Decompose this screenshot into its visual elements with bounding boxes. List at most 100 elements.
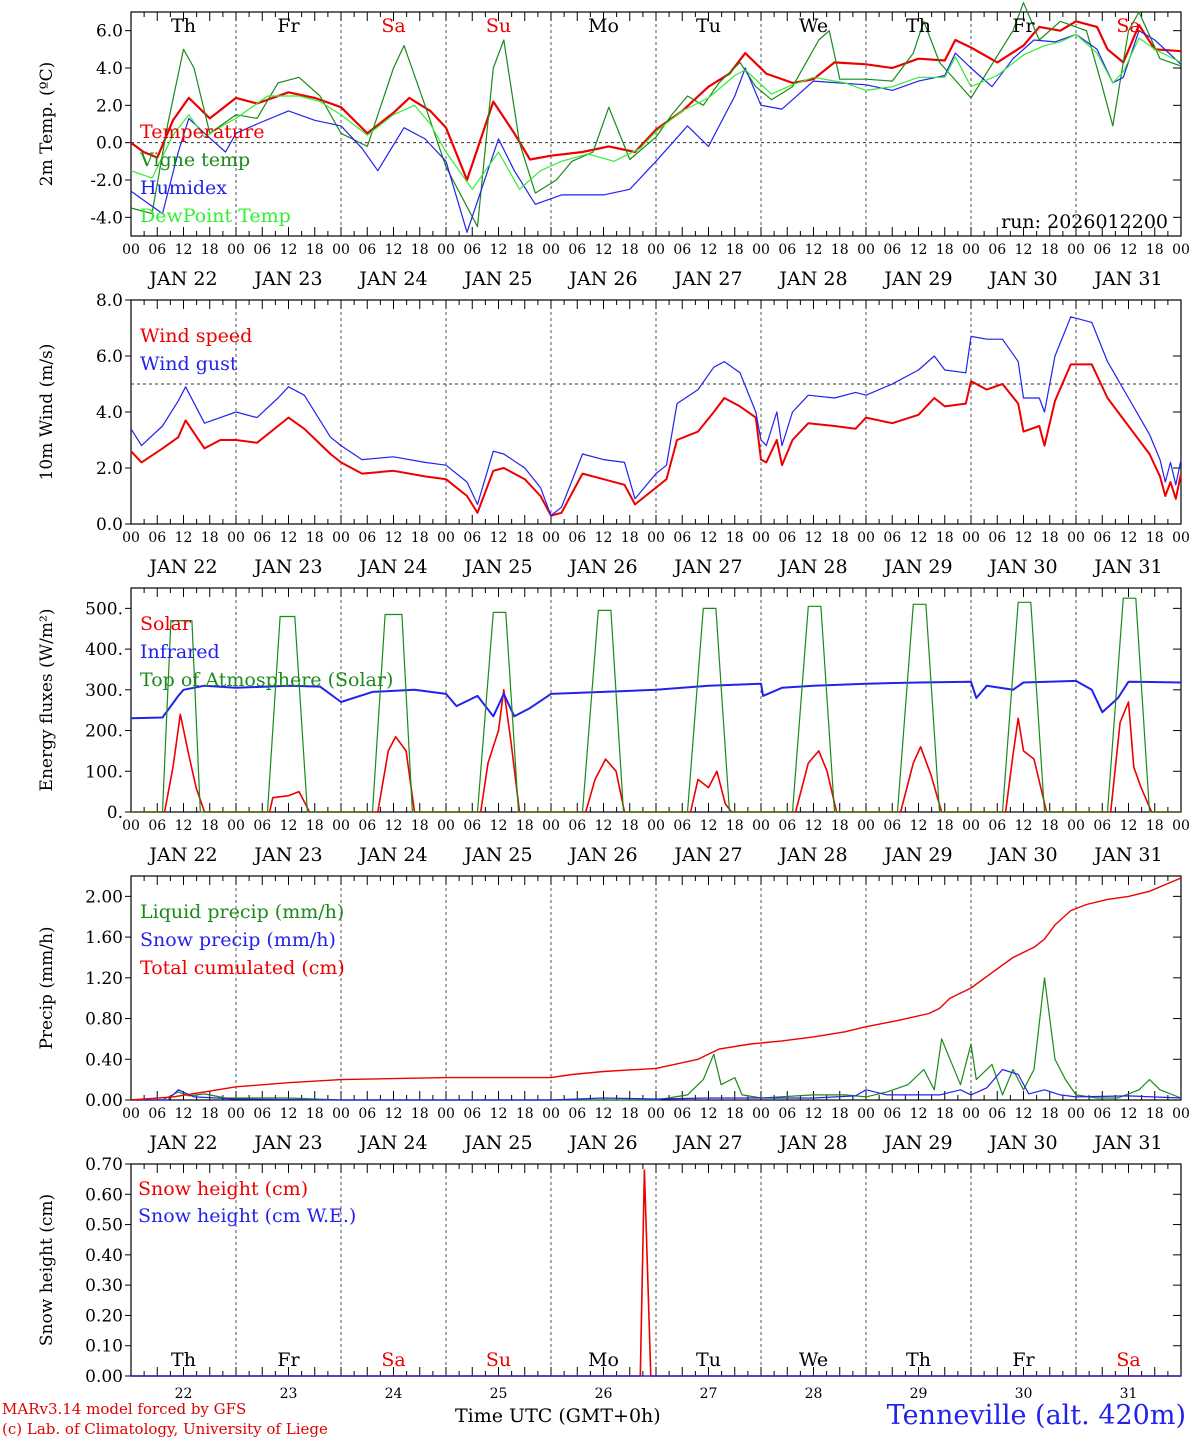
hour-label: 18: [621, 242, 639, 258]
weekday-label: We: [799, 15, 828, 37]
hour-label: 12: [280, 530, 298, 546]
hour-label: 12: [1120, 818, 1138, 834]
hour-label: 12: [595, 818, 613, 834]
hour-label: 18: [1146, 818, 1164, 834]
hour-label: 06: [463, 242, 481, 258]
hour-label: 18: [831, 242, 849, 258]
hour-label: 00: [437, 530, 455, 546]
date-label: JAN 25: [462, 1132, 532, 1154]
date-label: JAN 28: [777, 1132, 847, 1154]
y-tick-label: 0.10: [85, 1337, 123, 1357]
date-label: JAN 23: [252, 268, 322, 290]
hour-label: 12: [1120, 242, 1138, 258]
weekday-label: Th: [171, 15, 196, 37]
hour-label: 00: [437, 242, 455, 258]
date-label: JAN 31: [1092, 556, 1162, 578]
date-label: JAN 26: [567, 844, 637, 866]
series-line-humidex: [130, 30, 1182, 233]
hour-label: 00: [122, 1106, 140, 1122]
hour-label: 06: [778, 242, 796, 258]
hour-label: 18: [306, 818, 324, 834]
weekday-label: We: [799, 1349, 828, 1371]
hour-label: 06: [778, 1106, 796, 1122]
date-label: JAN 27: [672, 1132, 742, 1154]
hour-label: 00: [857, 1106, 875, 1122]
series-line-wind-speed: [130, 363, 1182, 517]
hour-label: 06: [673, 242, 691, 258]
legend-entry: Liquid precip (mm/h): [140, 901, 344, 923]
weekday-label: Mo: [588, 15, 619, 37]
date-label: JAN 31: [1092, 1132, 1162, 1154]
hour-label: 06: [988, 242, 1006, 258]
hour-label: 06: [1093, 530, 1111, 546]
weekday-label: Sa: [1116, 1349, 1140, 1371]
hour-label: 06: [1093, 242, 1111, 258]
weekday-label: Tu: [696, 15, 721, 37]
y-tick-label: 0.60: [85, 1185, 123, 1205]
legend-entry: DewPoint Temp: [140, 205, 291, 227]
hour-label: 00: [1067, 530, 1085, 546]
y-tick-label: 4.0: [96, 403, 123, 423]
run-label: run: 2026012200: [1001, 211, 1168, 233]
date-label: JAN 30: [987, 844, 1057, 866]
hour-label: 18: [831, 818, 849, 834]
hour-label: 12: [175, 1106, 193, 1122]
hour-label: 12: [910, 530, 928, 546]
day-number-label: 30: [1015, 1386, 1033, 1400]
hour-label: 00: [227, 1106, 245, 1122]
y-axis-label: Precip (mm/h): [37, 926, 57, 1049]
weekday-label: Sa: [1116, 15, 1140, 37]
y-tick-label: 300.: [85, 681, 123, 701]
y-tick-label: 6.0: [96, 22, 123, 42]
hour-label: 06: [568, 1106, 586, 1122]
y-tick-label: 0.20: [85, 1306, 123, 1326]
hour-label: 18: [1041, 530, 1059, 546]
hour-label: 18: [936, 530, 954, 546]
hour-label: 18: [411, 530, 429, 546]
legend-entry: Humidex: [140, 177, 227, 199]
hour-label: 12: [700, 530, 718, 546]
hour-label: 12: [805, 242, 823, 258]
hour-label: 00: [1067, 818, 1085, 834]
hour-label: 06: [883, 530, 901, 546]
hour-label: 00: [122, 818, 140, 834]
hour-label: 06: [358, 1106, 376, 1122]
hour-label: 12: [1120, 530, 1138, 546]
hour-label: 00: [1172, 818, 1190, 834]
legend-entry: Vigne temp: [139, 149, 250, 171]
hour-label: 06: [148, 530, 166, 546]
hour-label: 06: [463, 530, 481, 546]
series-line-top-of-atmosphere-solar-: [131, 597, 1181, 813]
hour-label: 06: [1093, 1106, 1111, 1122]
hour-label: 06: [253, 530, 271, 546]
hour-label: 00: [647, 242, 665, 258]
hour-label: 06: [253, 818, 271, 834]
hour-label: 00: [752, 1106, 770, 1122]
y-tick-label: 0.00: [85, 1091, 123, 1111]
date-label: JAN 23: [252, 844, 322, 866]
hour-label: 00: [647, 530, 665, 546]
hour-label: 12: [700, 1106, 718, 1122]
hour-label: 12: [490, 818, 508, 834]
hour-label: 18: [726, 242, 744, 258]
y-tick-label: 400.: [85, 640, 123, 660]
date-label: JAN 29: [882, 1132, 952, 1154]
hour-label: 18: [306, 530, 324, 546]
y-tick-label: 2.0: [96, 96, 123, 116]
day-number-label: 31: [1120, 1386, 1138, 1400]
hour-label: 12: [490, 530, 508, 546]
weekday-label: Tu: [696, 1349, 721, 1371]
hour-label: 12: [1015, 242, 1033, 258]
weekday-label: Su: [486, 1349, 511, 1371]
date-label: JAN 22: [147, 556, 217, 578]
hour-label: 00: [542, 530, 560, 546]
legend-entry: Snow precip (mm/h): [140, 929, 336, 951]
time-axis-title: Time UTC (GMT+0h): [455, 1405, 661, 1427]
hour-label: 06: [673, 818, 691, 834]
hour-label: 18: [306, 242, 324, 258]
legend-entry: Total cumulated (cm): [140, 957, 345, 979]
y-tick-label: 1.20: [85, 969, 123, 989]
date-label: JAN 29: [882, 556, 952, 578]
hour-label: 18: [516, 1106, 534, 1122]
hour-label: 12: [595, 1106, 613, 1122]
